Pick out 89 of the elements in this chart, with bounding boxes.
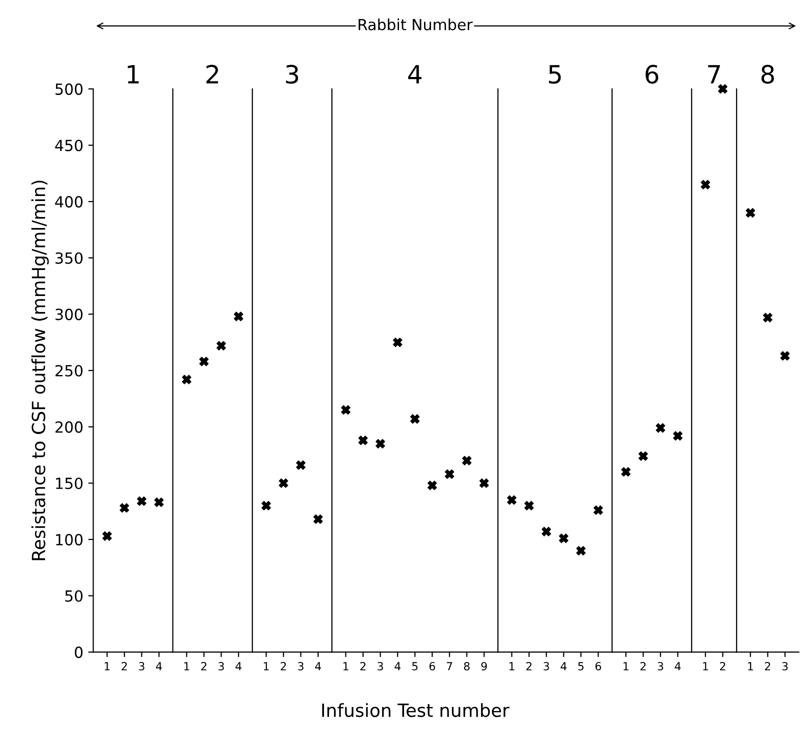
y-tick-label: 500 <box>56 83 83 95</box>
point <box>182 374 192 384</box>
x-tick-label: 7 <box>446 662 452 670</box>
y-tick-label: 0 <box>74 646 83 658</box>
x-tick-label: 6 <box>595 662 602 670</box>
point <box>656 423 666 433</box>
x-tick-label: 2 <box>122 662 127 670</box>
x-tick-label: 1 <box>264 662 269 670</box>
point <box>278 478 288 488</box>
chart-title: 7 <box>708 65 720 84</box>
x-tick-label: 1 <box>509 662 514 670</box>
x-tick-label: 3 <box>782 662 788 670</box>
point <box>507 495 517 505</box>
x-tick-label: 4 <box>236 662 242 670</box>
x-tick-label: 4 <box>156 662 162 670</box>
y-tick-label: 350 <box>56 252 83 264</box>
point <box>261 500 271 510</box>
x-axis-title: Infusion Test number <box>322 703 510 718</box>
chart-title: 4 <box>408 65 422 84</box>
chart-title: 3 <box>286 64 298 84</box>
x-tick-label: 1 <box>104 662 110 670</box>
y-tick-label: 100 <box>56 534 83 546</box>
x-tick-label: 9 <box>481 662 487 670</box>
x-tick-label: 6 <box>429 662 436 670</box>
x-tick-label: 3 <box>544 662 549 670</box>
x-tick-label: 1 <box>184 662 190 670</box>
point <box>558 534 568 544</box>
point <box>673 431 683 441</box>
chart-title: 6 <box>646 64 658 84</box>
x-tick-label: 4 <box>394 662 401 670</box>
x-tick-label: 5 <box>578 662 584 670</box>
point <box>199 356 209 366</box>
x-tick-label: 4 <box>315 662 321 670</box>
x-tick-label: 2 <box>201 662 206 670</box>
point <box>296 460 306 470</box>
point <box>216 340 226 350</box>
x-tick-label: 8 <box>464 662 470 670</box>
point <box>234 312 244 322</box>
x-tick-label: 1 <box>624 662 628 670</box>
x-tick-label: 3 <box>218 662 224 670</box>
x-tick-label: 3 <box>298 662 304 670</box>
point <box>313 514 323 524</box>
chart-title: 5 <box>548 65 561 84</box>
x-tick-label: 2 <box>280 662 286 670</box>
x-tick-label: 3 <box>378 662 383 670</box>
chart-title: 8 <box>761 64 774 84</box>
point <box>638 451 648 461</box>
y-tick-label: 250 <box>56 364 83 377</box>
x-tick-label: 2 <box>764 662 770 670</box>
x-tick-label: 5 <box>412 662 418 670</box>
point <box>376 438 386 448</box>
point <box>102 531 112 541</box>
point <box>524 500 534 510</box>
point <box>462 456 472 466</box>
x-tick-label: 2 <box>526 662 532 670</box>
point <box>136 496 146 506</box>
x-tick-label: 4 <box>674 662 681 670</box>
point <box>120 503 130 513</box>
chart-title: 1 <box>128 65 139 84</box>
y-tick-label: 50 <box>65 590 83 602</box>
y-tick-label: 150 <box>56 478 83 490</box>
x-tick-label: 3 <box>658 662 664 670</box>
point <box>479 478 489 488</box>
x-tick-label: 4 <box>560 662 567 670</box>
y-tick-label: 450 <box>55 140 83 152</box>
point <box>427 480 437 490</box>
point <box>576 546 586 556</box>
x-tick-label: 1 <box>703 662 708 670</box>
point <box>154 498 164 508</box>
y-tick-label: 400 <box>55 196 83 208</box>
y-tick-label: 300 <box>56 308 83 320</box>
x-tick-label: 2 <box>640 662 646 670</box>
x-tick-label: 1 <box>748 662 753 670</box>
point <box>593 505 603 515</box>
text: Rabbit Number <box>358 18 473 30</box>
point <box>542 526 552 536</box>
x-tick-label: 3 <box>139 662 144 670</box>
x-tick-label: 2 <box>720 662 726 670</box>
x-tick-label: 2 <box>360 662 366 670</box>
point <box>392 338 402 348</box>
chart-title: 2 <box>206 64 218 84</box>
point <box>410 414 420 424</box>
y-tick-label: 200 <box>56 421 83 433</box>
point <box>444 469 454 479</box>
x-tick-label: 1 <box>343 662 348 670</box>
point <box>358 436 368 446</box>
y-axis-title: Resistance to CSF outflow (mmHg/ml/min) <box>31 180 49 560</box>
point <box>341 405 350 415</box>
point <box>621 467 631 477</box>
